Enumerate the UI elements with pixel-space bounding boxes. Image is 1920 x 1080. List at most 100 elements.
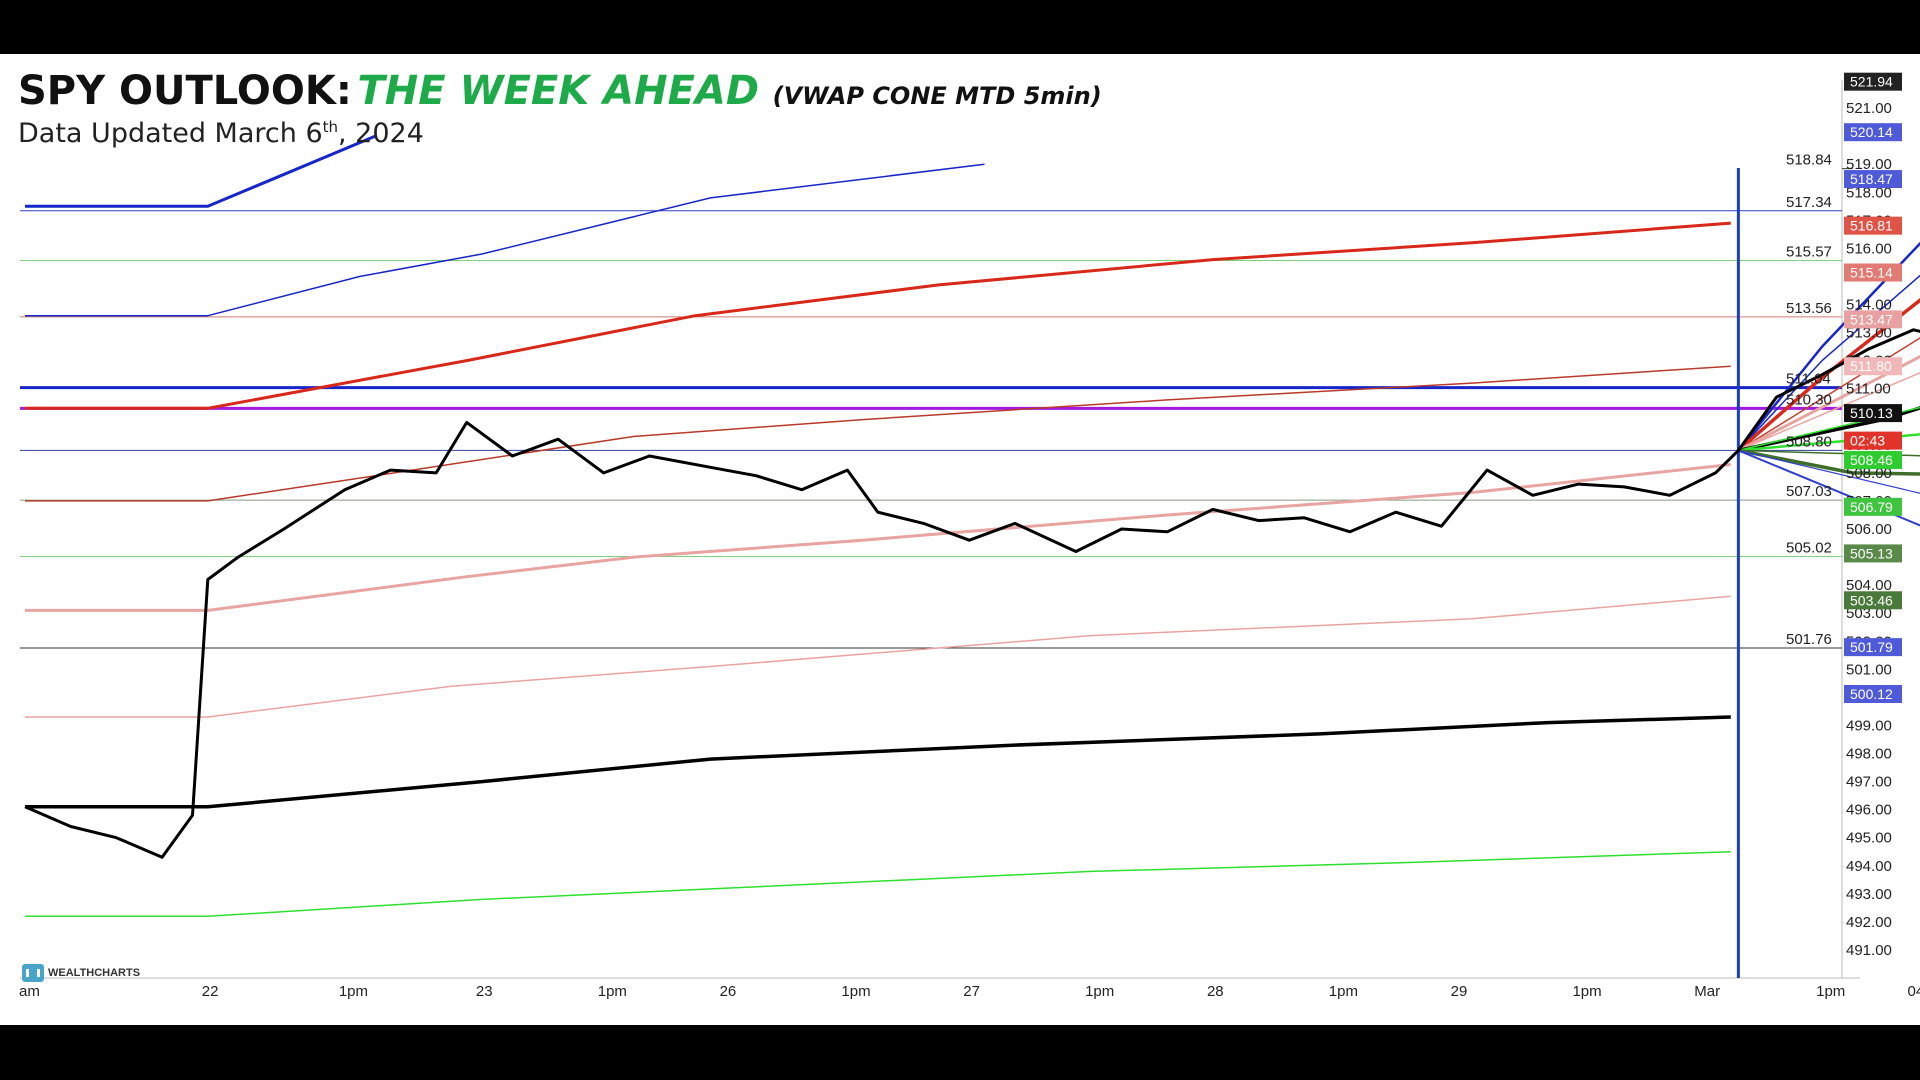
price-badge xyxy=(1844,544,1902,563)
title-main: SPY OUTLOOK: xyxy=(18,68,352,114)
price-badge xyxy=(1844,638,1902,657)
price-badge-label: 503.46 xyxy=(1850,592,1893,608)
y-tick-label: 519.00 xyxy=(1846,156,1892,173)
updated-prefix: Data Updated March 6 xyxy=(18,118,323,149)
chart-frame: 491.00 492.00 493.00 494.00 495.00 496.00 497.… xyxy=(0,54,1920,1025)
x-tick-label: 26 xyxy=(720,983,737,1000)
level-label: 508.80 xyxy=(1786,433,1832,450)
updated-suffix: , 2024 xyxy=(338,118,424,149)
band-line xyxy=(25,163,985,317)
level-label: 507.03 xyxy=(1786,483,1832,500)
x-tick-label: 1pm xyxy=(1085,983,1114,1000)
y-tick-label: 491.00 xyxy=(1846,942,1892,959)
y-tick-label: 495.00 xyxy=(1846,830,1892,847)
chart-canvas[interactable]: 491.00 492.00 493.00 494.00 495.00 496.00 497.… xyxy=(0,54,1920,1025)
logo-icon xyxy=(22,964,44,982)
logo-text: WEALTHCHARTS xyxy=(48,967,141,979)
price-badge xyxy=(1844,123,1902,142)
y-tick-label: 503.00 xyxy=(1846,605,1892,622)
updated-sup: th xyxy=(322,118,339,136)
y-tick-label: 514.00 xyxy=(1846,297,1892,314)
band-line xyxy=(25,134,376,208)
price-badge xyxy=(1844,404,1902,423)
y-tick-label: 511.00 xyxy=(1846,381,1891,398)
price-series-line xyxy=(24,328,1920,859)
x-tick-label: am xyxy=(19,983,40,1000)
band-line xyxy=(1738,371,1920,452)
band-line xyxy=(1738,337,1920,452)
price-badge-label: 513.47 xyxy=(1850,311,1893,327)
y-tick-label: 521.00 xyxy=(1846,100,1892,117)
x-tick-label: Mar xyxy=(1694,983,1720,1000)
price-badge-label: 501.79 xyxy=(1850,639,1893,655)
price-badge-label: 511.80 xyxy=(1850,358,1892,374)
price-badge xyxy=(1844,72,1902,91)
band-line xyxy=(1738,448,1920,476)
data-updated-label: Data Updated March 6th, 2024 xyxy=(18,118,1102,149)
price-badge xyxy=(1844,216,1902,235)
wealthcharts-logo: WEALTHCHARTS xyxy=(22,964,140,982)
price-badge-label: 506.79 xyxy=(1850,499,1893,515)
level-label: 515.57 xyxy=(1786,243,1832,260)
y-tick-label: 518.00 xyxy=(1846,184,1892,201)
plot-area xyxy=(20,80,1840,978)
band-line xyxy=(25,365,1731,502)
band-line xyxy=(1737,241,1920,452)
y-tick-label: 516.00 xyxy=(1846,240,1892,257)
y-tick-label: 508.00 xyxy=(1846,465,1892,482)
price-badge xyxy=(1844,263,1902,282)
x-tick-label: 29 xyxy=(1451,983,1468,1000)
price-badge-label: 515.14 xyxy=(1850,265,1893,281)
level-label: 501.76 xyxy=(1786,631,1832,648)
x-tick-label: 1pm xyxy=(339,983,368,1000)
y-tick-label: 506.00 xyxy=(1846,521,1892,538)
x-tick-label: 04 xyxy=(1908,983,1920,1000)
level-label: 511.04 xyxy=(1786,371,1831,388)
level-label: 505.02 xyxy=(1786,540,1832,557)
chart-title: SPY OUTLOOK: THE WEEK AHEAD (VWAP CONE M… xyxy=(18,68,1102,114)
band-line xyxy=(25,595,1731,718)
level-label: 517.34 xyxy=(1786,194,1832,211)
title-sub: (VWAP CONE MTD 5min) xyxy=(772,82,1102,110)
y-tick-label: 496.00 xyxy=(1846,802,1892,819)
y-tick-label: 504.00 xyxy=(1846,577,1892,594)
y-tick-label: 494.00 xyxy=(1846,858,1892,875)
x-tick-label: 1pm xyxy=(598,983,627,1000)
x-tick-label: 23 xyxy=(476,983,493,1000)
x-tick-label: 28 xyxy=(1207,983,1224,1000)
x-tick-label: 1pm xyxy=(1572,983,1601,1000)
title-accent: THE WEEK AHEAD xyxy=(357,68,760,114)
price-badge xyxy=(1844,170,1902,189)
title-block: SPY OUTLOOK: THE WEEK AHEAD (VWAP CONE M… xyxy=(18,68,1102,149)
y-tick-label: 492.00 xyxy=(1846,914,1892,931)
x-tick-label: 22 xyxy=(202,983,219,1000)
x-tick-label: 1pm xyxy=(1816,983,1845,1000)
price-badge-label: 521.94 xyxy=(1850,74,1893,90)
y-tick-label: 497.00 xyxy=(1846,774,1892,791)
price-badge-label: 505.13 xyxy=(1850,545,1893,561)
band-line xyxy=(25,715,1731,809)
level-label: 513.56 xyxy=(1786,300,1832,317)
band-line xyxy=(25,463,1731,612)
y-tick-label: 501.00 xyxy=(1846,661,1892,678)
price-badge-label: 518.47 xyxy=(1850,171,1893,187)
price-badge-label: 520.14 xyxy=(1850,124,1893,140)
price-badge-label: 516.81 xyxy=(1850,218,1893,234)
y-tick-label: 499.00 xyxy=(1846,717,1892,734)
price-badge xyxy=(1844,310,1902,329)
band-line xyxy=(1737,274,1920,451)
price-badge xyxy=(1844,685,1902,704)
y-tick-label: 513.00 xyxy=(1846,325,1892,342)
price-badge xyxy=(1844,450,1902,469)
x-tick-label: 1pm xyxy=(1329,983,1358,1000)
level-label: 518.84 xyxy=(1786,152,1832,169)
price-badge-label: 02:43 xyxy=(1850,433,1885,449)
price-badge-label: 508.46 xyxy=(1850,452,1893,468)
price-badge xyxy=(1844,357,1902,376)
level-label: 510.30 xyxy=(1786,391,1832,408)
x-tick-label: 27 xyxy=(963,983,980,1000)
price-badge-label: 510.13 xyxy=(1850,405,1893,421)
price-badge xyxy=(1844,591,1902,610)
band-line xyxy=(1738,449,1920,494)
y-tick-label: 493.00 xyxy=(1846,886,1892,903)
